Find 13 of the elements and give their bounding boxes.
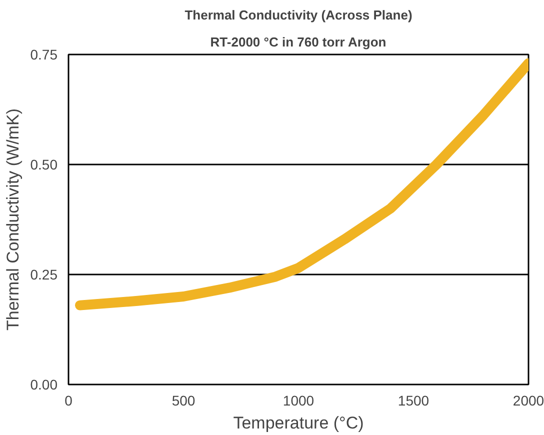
chart-subtitle: RT-2000 °C in 760 torr Argon <box>210 34 386 50</box>
x-tick-label: 2000 <box>512 392 544 408</box>
chart-title: Thermal Conductivity (Across Plane) <box>184 8 412 22</box>
y-tick-label: 0.50 <box>30 156 58 172</box>
x-tick-label: 500 <box>172 392 196 408</box>
y-tick-label: 0.00 <box>30 376 58 392</box>
y-axis-title: Thermal Conductivity (W/mK) <box>3 108 22 330</box>
x-tick-label: 1500 <box>398 392 430 408</box>
x-axis-title: Temperature (°C) <box>233 414 364 432</box>
x-tick-label: 0 <box>64 392 73 408</box>
y-tick-label: 0.25 <box>30 266 58 282</box>
y-tick-label: 0.75 <box>30 46 58 62</box>
x-tick-label: 1000 <box>282 392 314 408</box>
